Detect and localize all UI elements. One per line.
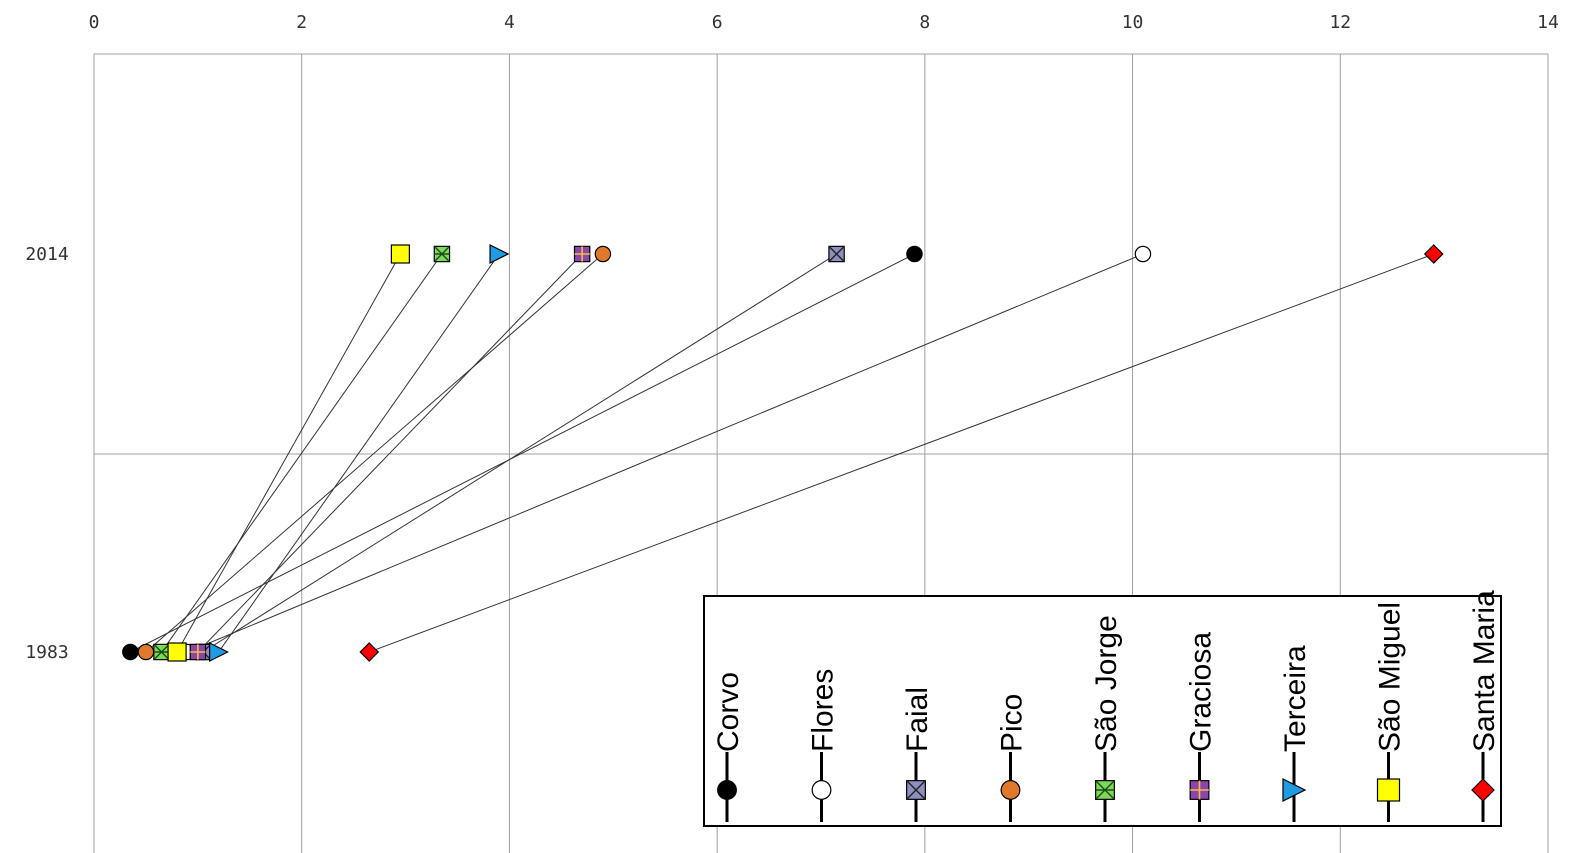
- legend-marker-pico: [1000, 780, 1021, 800]
- point-corvo-2014: [906, 245, 923, 263]
- series-line-faial: [202, 253, 837, 653]
- point-pico-1983: [137, 643, 155, 661]
- x-tick-label: 10: [1122, 12, 1144, 33]
- legend-item-corvo: Corvo: [712, 672, 745, 822]
- x-tick-label: 12: [1329, 12, 1351, 33]
- legend-marker-sao-miguel: [1376, 778, 1401, 802]
- point-pico-2014: [594, 245, 612, 263]
- legend-label-graciosa: Graciosa: [1185, 632, 1218, 752]
- legend-marker-flores: [811, 780, 832, 800]
- point-terceira-1983: [209, 642, 229, 662]
- legend-item-sao-jorge: São Jorge: [1090, 615, 1123, 822]
- y-tick-label-2014: 2014: [25, 244, 68, 265]
- series-line-flores: [187, 253, 1144, 653]
- legend-label-sao-jorge: São Jorge: [1090, 615, 1123, 752]
- x-tick-labels: 0 2 4 6 8 10 12 14: [89, 12, 1559, 33]
- legend-item-pico: Pico: [996, 694, 1029, 822]
- point-sao-miguel-2014: [390, 244, 410, 264]
- x-tick-label: 2: [296, 12, 307, 33]
- legend-marker-sao-jorge: [1095, 780, 1115, 800]
- point-graciosa-2014: [573, 245, 591, 263]
- legend-item-sao-miguel: São Miguel: [1374, 602, 1407, 822]
- series-line-corvo: [130, 253, 915, 653]
- legend-marker-terceira: [1282, 778, 1307, 802]
- legend: Corvo Flores Faial Pico São Jorge Graciosa Ter…: [703, 590, 1502, 827]
- series-lines: [130, 253, 1434, 653]
- legend-item-faial: Faial: [901, 687, 934, 822]
- legend-marker-graciosa: [1189, 780, 1210, 800]
- point-graciosa-1983: [189, 643, 207, 661]
- legend-marker-corvo: [717, 780, 737, 800]
- legend-label-santa-maria: Santa Maria: [1468, 590, 1501, 752]
- y-tick-labels: 2014 1983: [25, 244, 68, 663]
- legend-label-faial: Faial: [901, 687, 934, 752]
- series-line-santa-maria: [369, 253, 1434, 653]
- series-line-sao-jorge: [161, 253, 443, 653]
- x-tick-label: 6: [712, 12, 723, 33]
- series-line-pico: [145, 253, 604, 653]
- legend-label-corvo: Corvo: [712, 672, 745, 752]
- point-faial-2014: [828, 245, 845, 263]
- point-sao-miguel-1983: [167, 642, 187, 662]
- point-sao-jorge-1983: [153, 643, 170, 661]
- series-markers: [122, 244, 1444, 662]
- legend-marker-santa-maria: [1471, 778, 1495, 802]
- legend-item-graciosa: Graciosa: [1185, 632, 1218, 822]
- legend-marker-faial: [906, 780, 926, 800]
- legend-label-pico: Pico: [996, 694, 1029, 752]
- x-tick-label: 4: [504, 12, 515, 33]
- legend-item-santa-maria: Santa Maria: [1468, 590, 1501, 822]
- point-santa-maria-2014: [1423, 244, 1444, 264]
- legend-label-flores: Flores: [807, 669, 840, 752]
- point-sao-jorge-2014: [433, 245, 451, 263]
- point-corvo-1983: [122, 643, 139, 661]
- x-tick-label: 8: [919, 12, 930, 33]
- point-terceira-2014: [489, 244, 510, 264]
- x-tick-label: 0: [89, 12, 100, 33]
- legend-item-terceira: Terceira: [1279, 645, 1312, 822]
- legend-item-flores: Flores: [807, 669, 840, 822]
- x-tick-label: 14: [1537, 12, 1559, 33]
- y-tick-label-1983: 1983: [25, 642, 68, 663]
- point-santa-maria-1983: [359, 642, 380, 662]
- legend-label-terceira: Terceira: [1279, 645, 1312, 752]
- series-line-graciosa: [197, 253, 583, 653]
- point-flores-2014: [1134, 245, 1152, 263]
- series-line-sao-miguel: [176, 253, 401, 653]
- series-line-terceira: [218, 253, 500, 653]
- legend-label-sao-miguel: São Miguel: [1374, 602, 1407, 752]
- grid: [93, 53, 1549, 853]
